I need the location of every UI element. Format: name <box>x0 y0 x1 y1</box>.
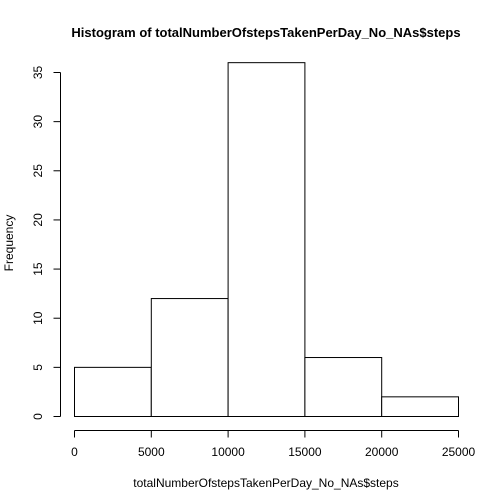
y-tick-label-20: 20 <box>31 213 45 227</box>
y-axis-label: Frequency <box>2 215 16 272</box>
histogram-bar-1 <box>74 366 152 418</box>
y-tick-label-10: 10 <box>31 311 45 325</box>
chart-title: Histogram of totalNumberOfstepsTakenPerD… <box>71 25 460 40</box>
x-tick-label-5000: 5000 <box>138 445 165 459</box>
x-tick-label-20000: 20000 <box>365 445 399 459</box>
y-tick-label-25: 25 <box>31 164 45 178</box>
histogram-bar-2 <box>150 298 229 417</box>
histogram-bar-4 <box>304 357 383 417</box>
y-tick-label-0: 0 <box>31 413 45 420</box>
y-axis: 0 5 10 15 20 25 30 35 <box>31 66 61 420</box>
x-tick-label-25000: 25000 <box>442 445 476 459</box>
x-tick-label-10000: 10000 <box>211 445 245 459</box>
y-tick-label-35: 35 <box>31 66 45 80</box>
histogram-bar-3 <box>227 62 306 418</box>
y-tick-label-30: 30 <box>31 115 45 129</box>
y-tick-label-15: 15 <box>31 262 45 276</box>
x-axis-label: totalNumberOfstepsTakenPerDay_No_NAs$ste… <box>133 476 398 490</box>
x-axis: 0 5000 10000 15000 20000 25000 <box>71 430 476 459</box>
bars-group <box>74 62 460 418</box>
y-tick-label-5: 5 <box>31 364 45 371</box>
histogram-bar-5 <box>381 396 460 418</box>
x-tick-label-0: 0 <box>71 445 78 459</box>
x-tick-label-15000: 15000 <box>288 445 322 459</box>
